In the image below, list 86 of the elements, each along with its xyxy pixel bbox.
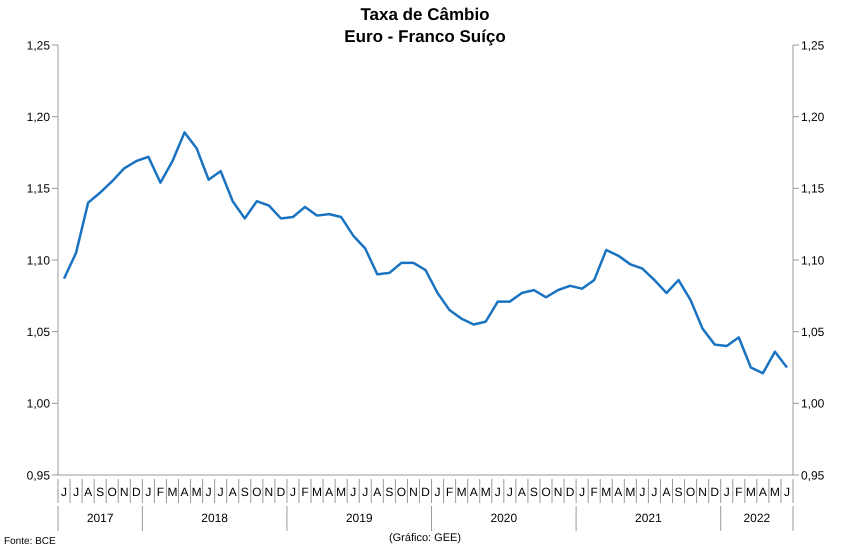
x-tick-label: D: [132, 485, 141, 499]
y2-tick-label: 1,05: [801, 324, 825, 339]
x-tick-label: J: [651, 485, 658, 499]
x-tick-label: A: [614, 485, 622, 499]
x-tick-label: O: [686, 485, 696, 499]
x-tick-label: A: [470, 485, 478, 499]
x-tick-label: J: [206, 485, 212, 499]
y-tick-label: 1,05: [26, 324, 50, 339]
text: (Gráfico: GEE): [388, 532, 462, 544]
x-tick-label: J: [73, 485, 80, 499]
x-tick-label: A: [84, 485, 92, 499]
x-tick-label: J: [784, 485, 790, 499]
text: 2021: [635, 511, 662, 525]
x-tick-label: F: [735, 485, 742, 499]
y2-tick-label: 1,10: [801, 253, 825, 268]
x-tick-label: A: [662, 485, 670, 499]
x-tick-label: S: [530, 485, 538, 499]
x-tick-label: F: [590, 485, 598, 499]
x-tick-label: D: [710, 485, 720, 499]
x-tick-label: N: [264, 485, 274, 499]
x-tick-label: S: [674, 485, 683, 499]
x-tick-label: O: [396, 485, 406, 499]
x-tick-label: S: [96, 485, 104, 499]
line-series: [62, 131, 788, 374]
x-tick-label: A: [228, 485, 237, 499]
x-tick-label: S: [385, 485, 394, 499]
x-tick-label: O: [108, 485, 117, 499]
x-tick-label: M: [770, 485, 780, 499]
chart-title: Taxa de Câmbio: [359, 4, 491, 26]
y2-tick-label: 1,00: [801, 396, 825, 411]
x-tick-label: N: [554, 485, 562, 499]
x-tick-label: J: [362, 485, 368, 499]
x-tick-label: A: [758, 485, 767, 499]
x-tick-label: J: [506, 485, 513, 499]
x-tick-label: J: [218, 485, 224, 499]
x-tick-label: F: [301, 485, 309, 499]
text: 2018: [201, 511, 228, 525]
x-tick-label: O: [252, 485, 262, 499]
y-tick-label: 1,25: [26, 38, 50, 52]
y-tick-label: 0,95: [26, 468, 50, 482]
text: 2022: [744, 511, 771, 525]
x-tick-label: A: [373, 485, 382, 499]
x-tick-label: N: [698, 485, 707, 499]
x-tick-label: A: [518, 485, 526, 499]
x-tick-label: M: [746, 485, 756, 499]
x-tick-label: M: [456, 485, 467, 499]
x-tick-label: N: [409, 485, 418, 499]
x-tick-label: F: [446, 485, 454, 499]
x-tick-label: M: [192, 485, 202, 499]
x-tick-label: M: [625, 485, 636, 499]
x-tick-label: N: [120, 485, 129, 499]
y2-tick-label: 1,25: [801, 38, 825, 52]
y2-tick-label: 0,95: [801, 468, 825, 482]
text: 2020: [490, 511, 518, 525]
x-tick-label: M: [336, 485, 346, 499]
text: 2019: [346, 511, 373, 525]
y-tick-label: 1,10: [26, 253, 50, 268]
x-tick-label: J: [61, 485, 68, 499]
y-tick-label: 1,15: [26, 182, 50, 196]
x-tick-label: M: [312, 485, 322, 499]
source-note: Fonte: BCE: [4, 536, 56, 547]
x-tick-label: M: [480, 485, 491, 499]
y2-tick-label: 1,20: [801, 110, 825, 124]
x-tick-label: J: [290, 485, 296, 499]
x-tick-label: A: [325, 485, 334, 499]
x-tick-label: D: [421, 485, 430, 499]
x-tick-label: D: [276, 485, 286, 499]
y-tick-label: 1,00: [26, 396, 50, 411]
chart-subtitle: Euro - Franco Suíço: [344, 27, 506, 46]
y2-tick-label: 1,15: [801, 182, 825, 196]
x-tick-label: A: [180, 485, 189, 499]
x-tick-label: D: [566, 485, 575, 499]
x-tick-label: S: [240, 485, 249, 499]
x-tick-label: J: [145, 485, 152, 499]
y-tick-label: 1,20: [26, 110, 50, 124]
x-tick-label: J: [494, 485, 501, 499]
x-tick-label: O: [541, 485, 551, 499]
x-tick-label: J: [639, 485, 646, 499]
x-tick-label: J: [579, 485, 586, 499]
x-tick-label: M: [601, 485, 612, 499]
x-tick-label: J: [350, 485, 356, 499]
x-tick-label: J: [434, 485, 441, 499]
x-tick-label: J: [724, 485, 730, 499]
x-tick-label: M: [167, 485, 178, 499]
text: 2017: [86, 511, 114, 525]
x-tick-label: F: [156, 485, 164, 499]
